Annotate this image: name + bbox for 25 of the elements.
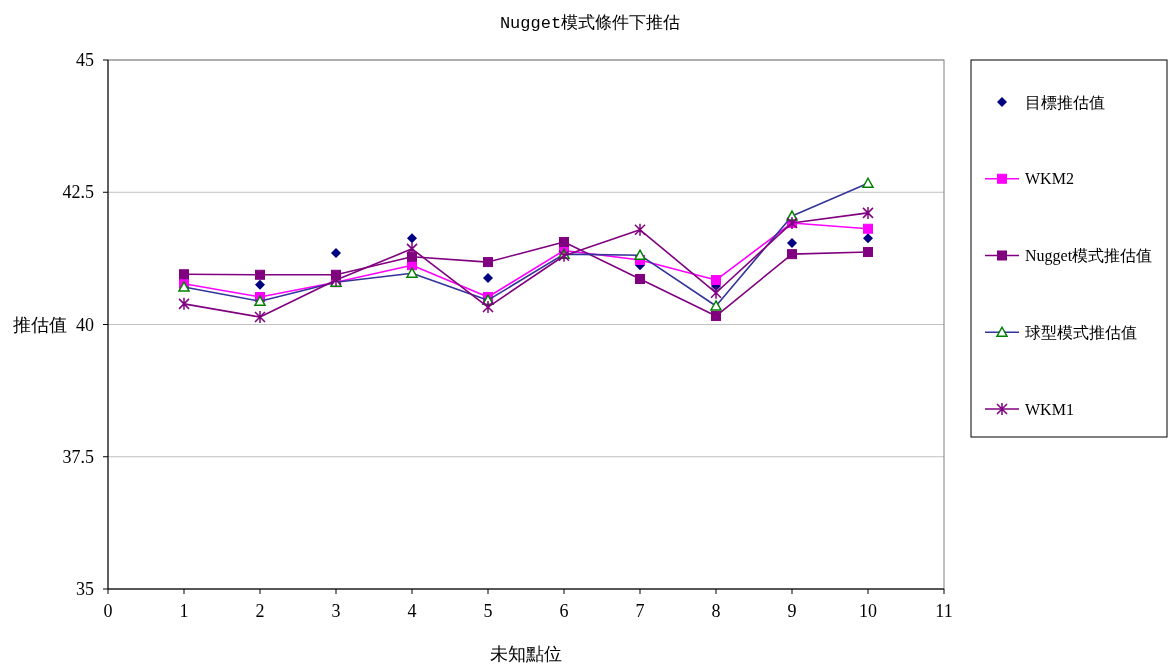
y-tick-label: 35 (76, 579, 94, 599)
x-tick-label: 11 (935, 601, 953, 621)
x-tick-label: 0 (103, 601, 113, 621)
legend-label: WKM2 (1025, 170, 1074, 188)
x-axis-title: 未知點位 (490, 644, 562, 664)
y-tick-label: 40 (76, 314, 94, 335)
x-tick-label: 7 (635, 601, 645, 621)
x-tick-label: 9 (787, 601, 797, 621)
y-axis-title: 推估值 (13, 314, 67, 335)
x-tick-label: 10 (859, 601, 877, 621)
chart-title: Nugget模式條件下推估 (499, 14, 681, 33)
x-tick-label: 1 (179, 601, 189, 621)
y-tick-label: 42.5 (62, 182, 94, 203)
x-tick-label: 3 (331, 601, 341, 621)
legend-label: WKM1 (1025, 400, 1074, 418)
x-tick-label: 6 (559, 601, 569, 621)
y-tick-label: 37.5 (62, 446, 94, 467)
x-tick-label: 2 (255, 601, 265, 621)
legend-label: Nugget模式推估值 (1025, 247, 1153, 265)
x-tick-label: 8 (711, 601, 721, 621)
x-tick-label: 4 (407, 601, 417, 621)
legend-label: 目標推估值 (1025, 93, 1105, 111)
x-tick-label: 5 (483, 601, 493, 621)
y-tick-label: 45 (76, 50, 94, 70)
legend-label: 球型模式推估值 (1025, 323, 1137, 341)
